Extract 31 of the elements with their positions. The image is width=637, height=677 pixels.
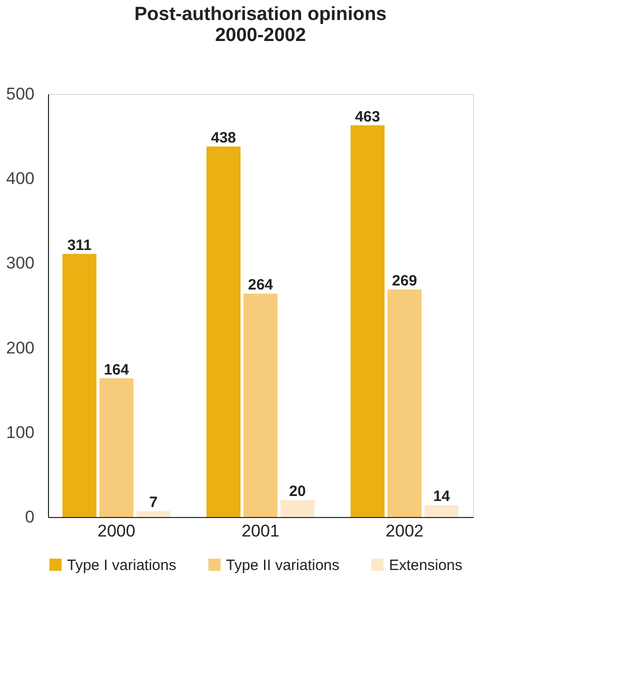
data-label: 20 [289, 483, 306, 500]
bar [62, 254, 96, 517]
legend-label: Type II variations [226, 556, 340, 574]
y-tick-label: 300 [6, 254, 34, 273]
y-tick-label: 0 [25, 508, 34, 526]
data-label: 438 [210, 129, 236, 146]
bar [424, 505, 459, 517]
data-label: 269 [392, 272, 418, 290]
y-tick-label: 400 [6, 169, 34, 188]
data-label: 14 [433, 488, 451, 506]
legend-label: Type I variations [67, 556, 176, 574]
x-tick-label: 2000 [98, 522, 136, 540]
bar [99, 378, 134, 517]
data-label: 7 [149, 494, 158, 512]
data-label: 311 [67, 236, 92, 254]
y-tick-label: 100 [6, 422, 34, 442]
data-label: 463 [355, 108, 380, 126]
bar [206, 146, 241, 517]
bar [136, 511, 170, 517]
bar [280, 500, 315, 517]
bar [388, 289, 422, 517]
bar [350, 125, 385, 517]
y-tick-label: 200 [6, 338, 34, 358]
x-tick-label: 2002 [386, 522, 424, 540]
data-label: 164 [104, 361, 130, 378]
chart-title: Post-authorisation opinions 2000-2002 [134, 4, 387, 46]
bar [243, 294, 278, 517]
data-label: 264 [248, 276, 274, 294]
y-tick-label: 500 [6, 84, 34, 104]
legend-label: Extensions [389, 556, 462, 574]
x-tick-label: 2001 [242, 522, 280, 540]
